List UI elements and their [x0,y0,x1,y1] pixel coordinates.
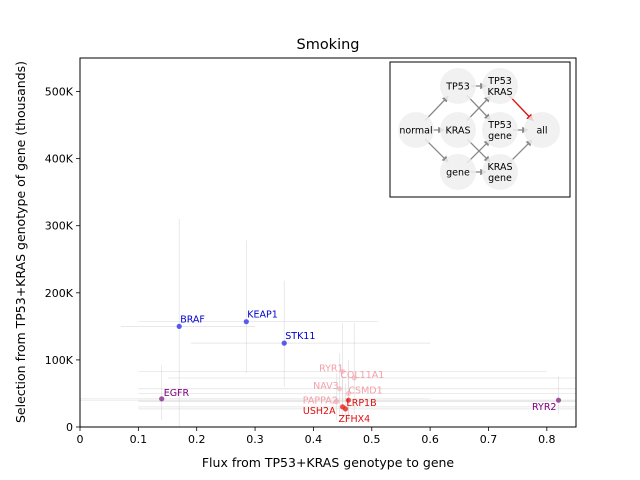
y-tick-label: 500K [45,86,74,99]
y-tick-label: 100K [45,354,74,367]
inset-node-circle [440,112,476,148]
inset-node-gene: gene [440,154,476,190]
inset-node-all: all [524,112,560,148]
point-egfr [159,396,165,402]
x-tick-label: 0.2 [188,433,206,446]
x-tick-label: 0.6 [421,433,439,446]
y-axis-label: Selection from TP53+KRAS genotype of gen… [13,61,28,423]
inset-node-label: TP53 [445,82,470,93]
inset-diagram: TP53 TP53 KRAS normal KRAS TP53 gene all gene KRA… [389,61,571,198]
point-ryr1 [339,368,346,374]
inset-node-kras: KRAS [440,112,476,148]
chart-title: Smoking [296,37,359,53]
point-pappa2 [334,398,340,405]
inset-node-tp53gene: TP53 gene [482,112,518,148]
x-tick-label: 0.1 [130,433,148,446]
inset-edge-normal-to-gene [424,138,449,163]
inset-node-label: TP53 gene [487,120,512,142]
inset-edge-kras-to-tp53kras [466,95,491,122]
x-tick-label: 0 [77,433,84,446]
inset-nodes: TP53 TP53 KRAS normal KRAS TP53 gene all gene KRA… [398,68,560,190]
inset-node-label: TP53 KRAS [487,76,512,98]
inset-node-krasgene: KRAS gene [482,154,518,190]
y-axis-ticks: 0 100K 200K 300K 400K 500K [45,86,80,434]
y-tick-label: 0 [66,421,73,434]
inset-node-label: gene [446,168,470,179]
x-tick-label: 0.7 [480,433,498,446]
inset-edge-normal-to-tp53 [424,95,449,122]
inset-node-label: KRAS [446,126,471,137]
inset-node-label: normal [399,126,432,137]
x-tick-label: 0.8 [538,433,556,446]
inset-edge-gene-to-tp53gene [466,139,491,164]
point-label-stk11: STK11 [285,331,315,342]
point-label-ryr1: RYR1 [319,363,343,374]
y-tick-label: 300K [45,220,74,233]
x-tick-label: 0.3 [246,433,264,446]
point-stk11 [281,340,287,346]
point-braf [176,323,182,329]
inset-node-circle [398,112,434,148]
y-tick-label: 200K [45,287,74,300]
inset-node-label: KRAS gene [488,162,513,184]
point-label-braf: BRAF [180,314,205,325]
point-label-egfr: EGFR [164,388,190,399]
inset-node-circle [440,154,476,190]
point-nav3 [337,386,343,392]
inset-node-circle [482,112,518,148]
plot-frame [79,57,577,428]
point-label-nav3: NAV3 [313,381,339,392]
inset-node-circle [482,68,518,104]
x-axis-ticks: 0 0.1 0.2 0.3 0.4 0.5 0.6 0.7 0.8 [77,427,556,446]
inset-node-tp53kras: TP53 KRAS [482,68,518,104]
point-lrp1b [345,397,352,403]
point-label-col11a1: COL11A1 [340,370,384,381]
point-label-ush2a: USH2A [303,406,336,417]
point-zfhx4 [342,406,349,412]
point-label-zfhx4: ZFHX4 [339,414,371,425]
point-keap1 [243,319,249,325]
point-label-csmd1: CSMD1 [348,385,382,396]
inset-node-label: all [536,126,547,137]
x-tick-label: 0.5 [363,433,381,446]
inset-node-tp53: TP53 [440,68,476,104]
y-tick-label: 400K [45,153,74,166]
point-ryr2 [555,397,562,403]
point-csmd1 [345,390,352,397]
inset-node-normal: normal [398,112,434,148]
data-points [159,319,562,412]
inset-edge-krasgene-to-all [508,139,533,164]
point-label-pappa2: PAPPA2 [303,396,338,407]
inset-node-circle [440,68,476,104]
point-label-ryr2: RYR2 [532,402,556,413]
x-axis-label: Flux from TP53+KRAS genotype to gene [202,455,455,470]
inset-node-circle [524,112,560,148]
point-col11a1 [351,375,357,381]
x-tick-label: 0.4 [305,433,323,446]
point-label-keap1: KEAP1 [247,310,278,321]
inset-edges [424,82,534,176]
inset-node-circle [482,154,518,190]
point-label-lrp1b: LRP1B [346,398,376,409]
